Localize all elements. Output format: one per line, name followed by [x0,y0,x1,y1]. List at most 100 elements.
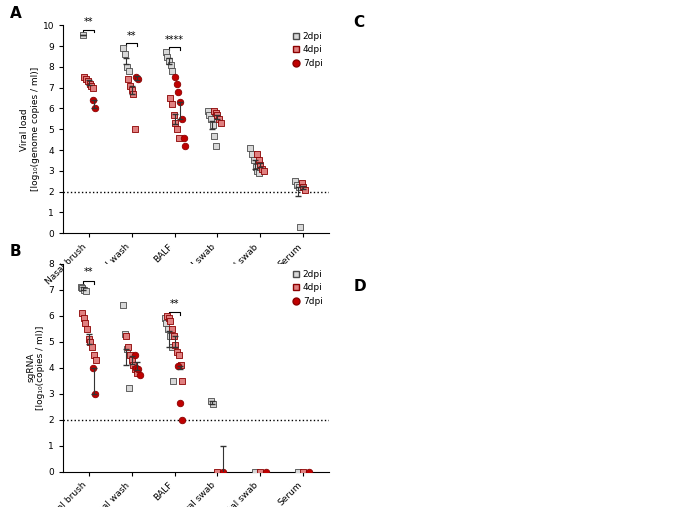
Point [80,319,91,328]
Point [173,133,184,141]
Point [170,341,181,349]
Point [210,108,221,117]
Point [159,314,170,322]
Point [129,350,140,358]
Point [167,100,178,108]
Point [118,301,129,309]
Point [173,350,184,358]
Point [120,50,131,58]
Point [251,150,262,158]
Point [87,343,98,351]
Point [250,163,261,171]
Point [248,156,260,164]
Legend: 2dpi, 4dpi, 7dpi: 2dpi, 4dpi, 7dpi [291,268,325,308]
Point [81,324,92,333]
Point [255,467,266,476]
Point [171,80,182,88]
Point [260,467,272,476]
Y-axis label: sgRNA
[log₁₀(copies / ml)]: sgRNA [log₁₀(copies / ml)] [26,325,46,410]
Point [249,467,260,476]
Point [293,184,304,192]
Point [176,416,188,424]
Point [164,94,176,102]
Point [168,111,179,119]
Point [80,76,92,84]
Point [252,167,263,175]
Point [88,364,99,372]
Point [172,125,183,133]
Text: ****: **** [165,34,184,45]
Point [128,90,139,98]
Point [83,335,94,343]
Point [85,338,96,346]
Point [295,223,306,231]
Point [292,467,303,476]
Point [80,287,91,295]
Text: **: ** [170,299,179,309]
Point [88,84,99,92]
Point [164,317,176,325]
Point [207,121,218,129]
Point [202,106,214,115]
Point [78,314,89,322]
Point [126,86,137,94]
Point [298,184,309,192]
Text: D: D [354,279,366,294]
Point [125,82,136,90]
Point [123,384,134,392]
Point [258,167,270,175]
Point [174,98,186,106]
Point [174,399,186,407]
Point [205,397,216,406]
Point [130,365,141,373]
Point [123,67,134,75]
Point [122,343,134,351]
Point [290,177,301,185]
Point [90,356,101,364]
Point [209,106,220,115]
Point [168,377,179,385]
Point [214,115,225,123]
Point [75,283,86,291]
Text: **: ** [84,267,94,277]
Point [164,333,176,341]
Point [296,179,307,188]
Point [212,111,223,119]
Point [166,343,177,351]
Point [167,324,178,333]
Point [163,57,174,65]
Point [131,364,142,372]
Legend: 2dpi, 4dpi, 7dpi: 2dpi, 4dpi, 7dpi [291,30,325,69]
Point [88,350,99,358]
Point [218,467,229,476]
Point [161,311,172,320]
Point [120,330,131,338]
Point [169,73,181,81]
Point [209,131,220,139]
Point [205,115,216,123]
Point [130,125,141,133]
Point [132,365,144,373]
Point [303,467,314,476]
Point [172,348,183,356]
Point [134,371,146,379]
Point [125,350,136,358]
Point [207,400,218,408]
Point [128,361,139,369]
Point [161,319,172,328]
Point [176,377,188,385]
Point [121,345,132,353]
Text: A: A [10,6,22,21]
Point [78,285,90,294]
Point [84,80,95,88]
Point [245,144,256,152]
Point [165,61,176,69]
Point [90,389,101,397]
Point [78,30,89,39]
Y-axis label: Viral load
[log₁₀(genome copies / ml)]: Viral load [log₁₀(genome copies / ml)] [20,67,40,192]
Point [132,76,144,84]
Text: C: C [354,15,365,30]
Point [168,333,179,341]
Point [170,119,181,127]
Point [122,76,134,84]
